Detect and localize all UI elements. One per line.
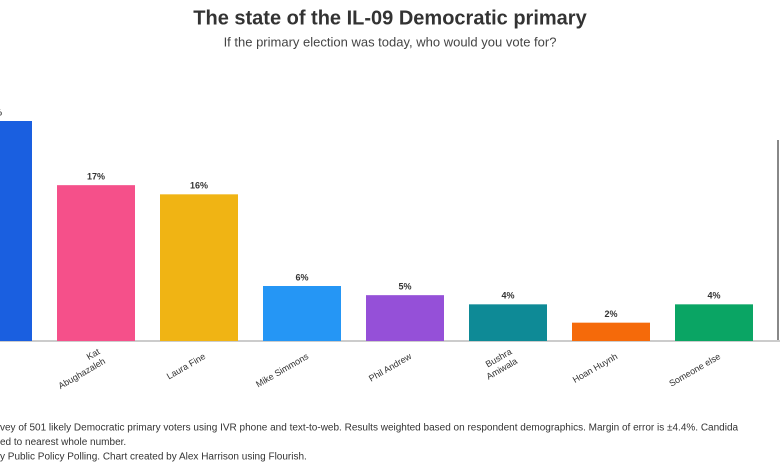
bar [572, 322, 650, 341]
x-tick-label: Someone else [667, 351, 722, 388]
value-label: 16% [190, 181, 208, 191]
chart-title: The state of the IL-09 Democratic primar… [193, 7, 587, 29]
value-label: 17% [87, 172, 105, 182]
value-label: 6% [295, 272, 308, 282]
x-tick-label: Phil Andrew [367, 351, 414, 384]
label-line: Abughazaleh [57, 356, 108, 391]
value-label: 4% [501, 291, 514, 301]
footnote: vey of 501 likely Democratic primary vot… [0, 423, 739, 434]
footnote: ed to nearest whole number. [0, 437, 126, 448]
bar [0, 121, 32, 341]
footnote: y Public Policy Polling. Chart created b… [0, 452, 307, 463]
bar [160, 194, 238, 341]
x-tick-label: BushraAmiwala [479, 347, 519, 382]
bar [263, 286, 341, 341]
value-label: 4% [707, 291, 720, 301]
chart-subtitle: If the primary election was today, who w… [224, 34, 557, 49]
bar [469, 304, 547, 341]
x-tick-label: KatAbughazaleh [51, 347, 107, 392]
x-tick-label: Mike Simmons [254, 351, 311, 389]
x-tick-label: Laura Fine [165, 351, 207, 381]
value-label: 2% [604, 309, 617, 319]
x-tick-label: Hoan Huynh [571, 351, 619, 385]
value-label: 5% [398, 282, 411, 292]
bar [57, 185, 135, 341]
value-label: 24% [0, 107, 2, 117]
bar [675, 304, 753, 341]
bar [366, 295, 444, 341]
